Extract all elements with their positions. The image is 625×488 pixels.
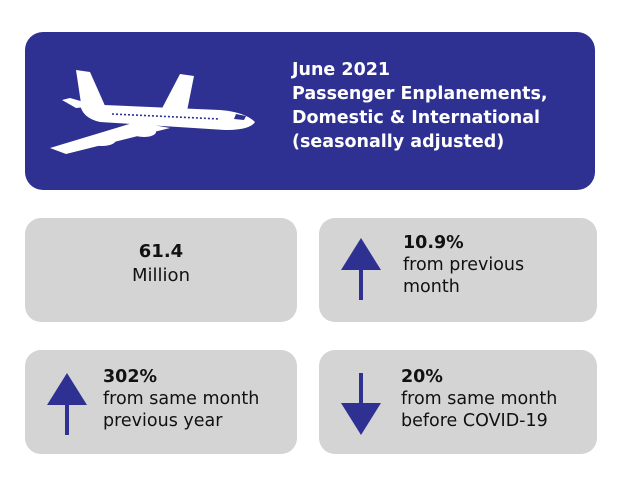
prev-year-line-2: previous year	[103, 411, 223, 431]
total-block: 61.4 Million	[25, 240, 297, 288]
header-title: June 2021 Passenger Enplanements, Domest…	[292, 58, 548, 154]
total-card: 61.4 Million	[25, 218, 297, 322]
prev-year-text: 302% from same month previous year	[103, 366, 259, 432]
pre-covid-text: 20% from same month before COVID-19	[401, 366, 557, 432]
header-line-date: June 2021	[292, 60, 391, 80]
pre-covid-card: 20% from same month before COVID-19	[319, 350, 597, 454]
prev-month-card: 10.9% from previous month	[319, 218, 597, 322]
airplane-icon	[50, 70, 255, 154]
prev-year-card: 302% from same month previous year	[25, 350, 297, 454]
up-arrow-icon	[341, 238, 381, 300]
prev-month-value: 10.9%	[403, 233, 464, 253]
prev-year-line-1: from same month	[103, 389, 260, 409]
pre-covid-line-1: from same month	[401, 389, 558, 409]
total-unit: Million	[132, 265, 190, 286]
prev-year-value: 302%	[103, 367, 158, 387]
total-value: 61.4	[138, 241, 184, 262]
pre-covid-value: 20%	[401, 367, 443, 387]
pre-covid-line-2: before COVID-19	[401, 411, 548, 431]
up-arrow-icon	[47, 373, 87, 435]
header-line-metric: Passenger Enplanements,	[292, 84, 548, 104]
header-line-adjustment: (seasonally adjusted)	[292, 132, 505, 152]
header-line-scope: Domestic & International	[292, 108, 541, 128]
prev-month-line-2: month	[403, 277, 460, 297]
down-arrow-icon	[341, 373, 381, 435]
prev-month-line-1: from previous	[403, 255, 525, 275]
prev-month-text: 10.9% from previous month	[403, 232, 524, 298]
